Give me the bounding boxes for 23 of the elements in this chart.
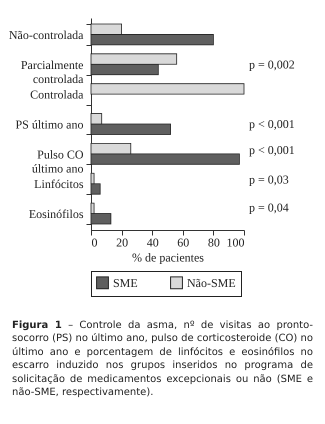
x-tick-label: 40 [146,236,159,250]
x-tick-label: 0 [92,236,98,250]
x-tick-label: 20 [116,236,128,250]
legend-label: Não-SME [187,276,236,290]
y-tick-label: Parcialmente controlada [20,58,84,86]
text: p < 0,001 [249,117,295,131]
y-tick-label: Não-controlada [8,28,84,42]
text: Figura 1 – Controle da asma, nº de visitas ao pronto-socorro (PS) no último ano, pulso de corticosteroide (CO) no último ano e porcentagem de linfócitos e eosinófilos no escarro induzido nos grupos inseridos no programa de solicitação de medicamentos excepcionais ou não (SME e não-SME, respectivamente). [12,319,314,400]
text: p = 0,002 [249,57,295,72]
y-tick-label: Pulso CO último ano [32,147,84,176]
x-axis-title: % de pacientes [132,250,204,264]
legend-label: SME [113,276,138,290]
y-tick-label: Controlada [30,88,84,102]
x-tick-label: 80 [208,236,220,250]
text: p = 0,03 [249,172,289,187]
bar [90,83,244,95]
x-tick-label: 60 [177,236,190,250]
text: p = 0,04 [249,200,289,215]
y-tick-label: PS último ano [15,118,84,132]
x-tick-label: 100 [226,236,244,250]
y-tick-label: Linfócitos [34,177,84,192]
text: p < 0,001 [249,142,295,157]
y-tick-label: Eosinófilos [28,207,84,222]
